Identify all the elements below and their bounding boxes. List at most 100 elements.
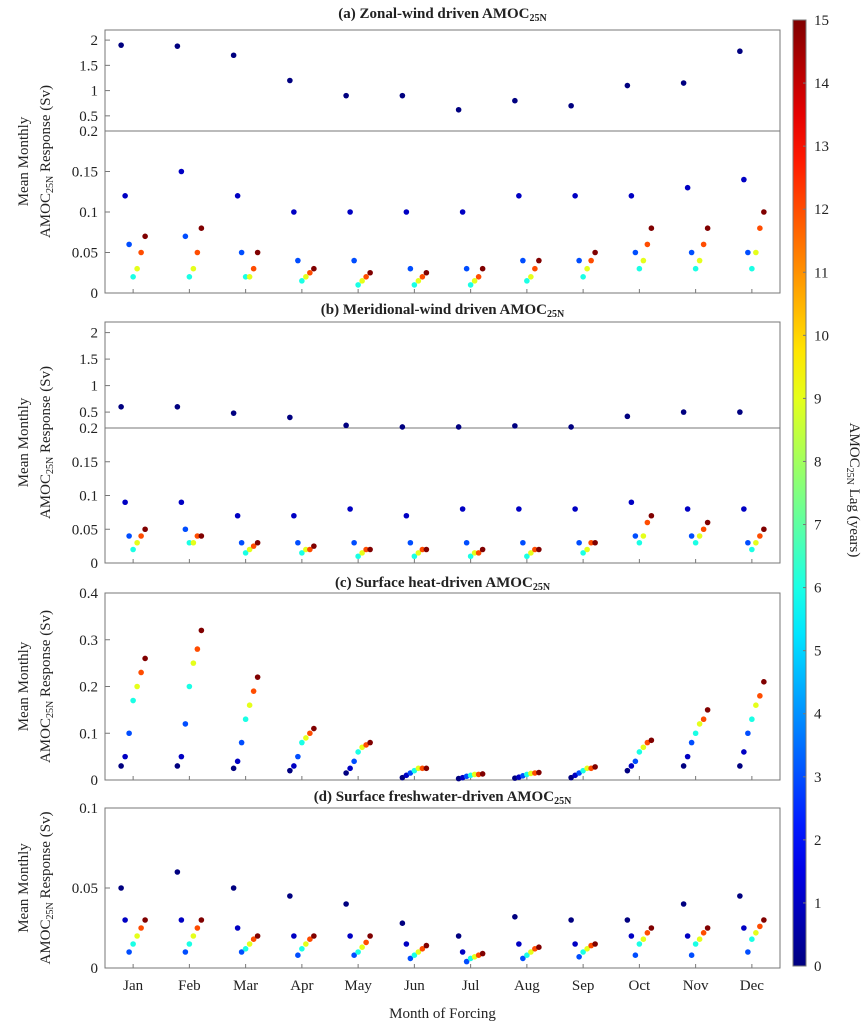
point (680, 409, 687, 415)
y-label-sub: 25N (45, 457, 56, 474)
panel-title-sub: 25N (530, 13, 548, 24)
y-tick-label: 0.05 (72, 522, 98, 538)
point (407, 265, 414, 272)
point (242, 550, 249, 556)
point (303, 274, 309, 280)
point (584, 546, 590, 553)
point (238, 949, 245, 955)
point (182, 233, 189, 240)
x-tick-label: Nov (683, 978, 709, 994)
point (423, 942, 430, 949)
y-tick-label: 0.2 (79, 124, 98, 140)
y-tick-label: 0 (91, 286, 99, 302)
y-label-sub: 25N (45, 902, 56, 919)
point (194, 533, 201, 539)
point (512, 423, 518, 429)
point (359, 944, 365, 950)
point (753, 249, 759, 256)
point (230, 52, 237, 59)
colorbar-tick-label: 14 (814, 76, 830, 92)
point (234, 925, 241, 931)
panel-title-part: (d) Surface freshwater-driven AMOC (314, 789, 554, 805)
point (122, 753, 128, 760)
y-tick-label: 1 (91, 84, 99, 100)
y-label-part: Response (Sv) (38, 811, 54, 902)
colorbar-tick-label: 9 (814, 391, 822, 407)
point (463, 539, 470, 546)
point (403, 512, 410, 519)
point (588, 539, 594, 546)
point (580, 550, 586, 556)
point (347, 765, 353, 772)
point (295, 753, 301, 760)
point (628, 763, 635, 769)
y-label: AMOC25N Response (Sv) (38, 366, 56, 519)
point (684, 506, 691, 512)
point (142, 655, 148, 662)
y-tick-label: 1.5 (79, 58, 98, 74)
point (520, 955, 526, 962)
point (688, 533, 695, 539)
point (704, 707, 711, 713)
point (628, 499, 635, 506)
point (343, 770, 349, 776)
point (455, 106, 462, 113)
point (640, 257, 647, 264)
point (692, 941, 699, 947)
point (696, 533, 703, 539)
point (636, 539, 643, 546)
y-tick-label: 0 (91, 556, 99, 572)
point (287, 893, 293, 899)
point (536, 769, 542, 776)
point (692, 265, 699, 272)
plot-frame (104, 807, 781, 969)
point (415, 278, 422, 284)
point (307, 936, 313, 942)
point (741, 176, 747, 183)
point (455, 424, 462, 430)
point (680, 763, 687, 769)
point (347, 933, 353, 939)
panel-title: (b) Meridional-wind driven AMOC25N (321, 302, 565, 320)
point (423, 546, 430, 553)
point (644, 519, 651, 526)
y-tick-label: 0.2 (79, 421, 98, 437)
y-label: Mean Monthly (16, 397, 32, 487)
colorbar-tick-label: 2 (814, 833, 822, 849)
point (134, 539, 140, 546)
point (536, 257, 542, 264)
y-tick-label: 0.5 (79, 405, 98, 421)
point (250, 543, 257, 549)
point (399, 92, 406, 99)
point (688, 249, 695, 256)
colorbar (792, 19, 807, 967)
point (757, 225, 763, 231)
y-label-sub: 25N (45, 701, 56, 718)
point (516, 506, 522, 512)
point (632, 952, 639, 958)
point (250, 936, 257, 942)
point (688, 952, 695, 958)
point (303, 546, 309, 553)
point (749, 936, 755, 942)
point (299, 946, 305, 952)
point (680, 80, 687, 86)
point (757, 923, 763, 930)
colorbar-tick-label: 12 (814, 202, 829, 218)
point (528, 550, 534, 556)
y-label-part: AMOC (38, 193, 54, 238)
point (415, 550, 422, 556)
point (753, 702, 759, 708)
point (696, 721, 703, 727)
point (636, 941, 643, 947)
point (636, 265, 643, 272)
point (592, 539, 598, 546)
point (234, 193, 241, 199)
y-tick-label: 0.05 (72, 246, 98, 262)
point (186, 941, 193, 947)
point (749, 265, 755, 272)
point (238, 249, 245, 256)
point (636, 749, 643, 755)
point (572, 506, 578, 512)
panel-title-part: (a) Zonal-wind driven AMOC (338, 6, 529, 22)
